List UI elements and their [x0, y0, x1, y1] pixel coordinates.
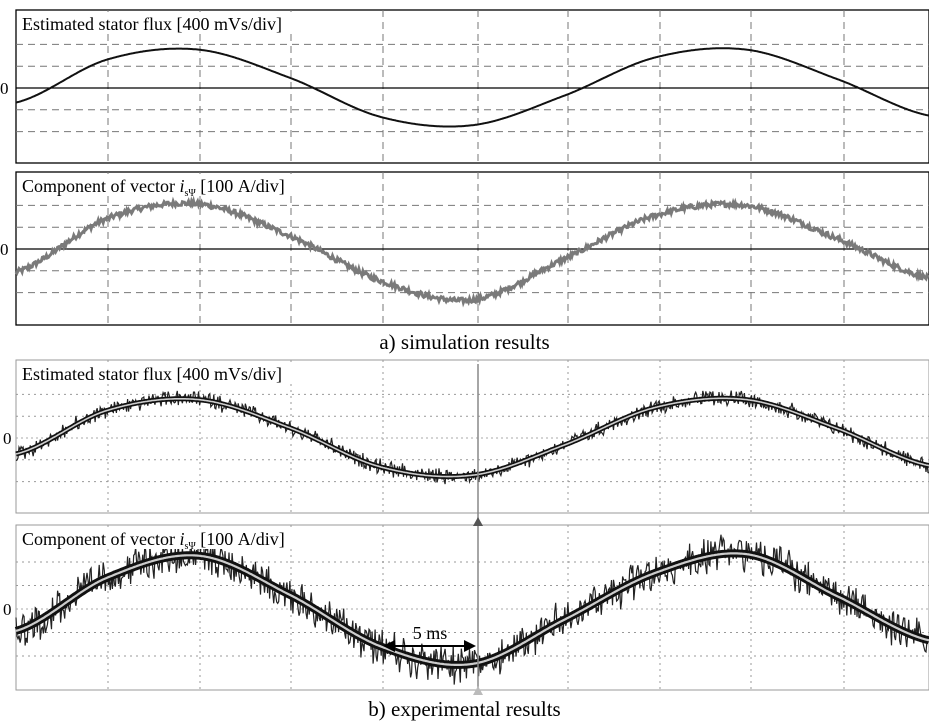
trace-center	[15, 552, 929, 666]
cursor-marker-top	[473, 517, 483, 526]
trace-center	[15, 397, 929, 478]
panel-3	[15, 359, 929, 514]
panel-title: Component of vector isΨ [100 A/div]	[22, 529, 285, 552]
cursor-marker-bottom	[473, 686, 483, 695]
zero-label: 0	[0, 79, 9, 98]
caption-simulation: a) simulation results	[379, 330, 550, 354]
arrow-head-right	[464, 640, 476, 652]
panel-title: Component of vector isΨ [100 A/div]	[22, 176, 285, 199]
panel-title: Estimated stator flux [400 mVs/div]	[22, 14, 282, 34]
trace-noise	[15, 534, 929, 685]
title-background	[18, 12, 318, 34]
panel-title: Estimated stator flux [400 mVs/div]	[22, 364, 282, 384]
title-background	[18, 362, 318, 384]
plot-frame	[15, 359, 929, 514]
title-background	[18, 174, 330, 196]
plot-frame	[15, 9, 929, 164]
zero-label: 0	[0, 240, 9, 259]
trace-2	[14, 195, 929, 308]
trace-1	[15, 47, 929, 128]
time-annotation: 5 ms	[383, 364, 483, 695]
zero-label: 0	[3, 429, 12, 448]
zero-label: 0	[3, 600, 12, 619]
time-span-label: 5 ms	[413, 623, 448, 643]
caption-experimental: b) experimental results	[368, 697, 561, 721]
title-background	[18, 527, 330, 549]
panel-1	[15, 9, 929, 164]
arrow-head-left	[383, 640, 395, 652]
